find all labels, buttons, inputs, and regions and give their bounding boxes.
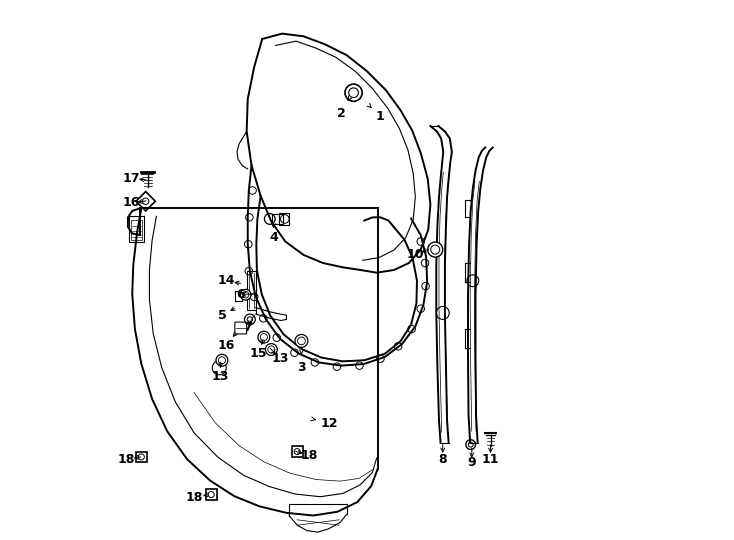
Text: 12: 12: [321, 416, 338, 430]
Text: 4: 4: [269, 231, 278, 244]
Text: 9: 9: [468, 456, 476, 469]
Bar: [129, 217, 144, 242]
Circle shape: [240, 289, 251, 300]
Text: 3: 3: [297, 361, 306, 374]
Text: 6: 6: [236, 288, 245, 301]
Text: 8: 8: [438, 453, 447, 465]
Text: 17: 17: [123, 172, 140, 185]
Text: 14: 14: [217, 274, 235, 287]
Text: 18: 18: [185, 491, 203, 504]
Text: 16: 16: [123, 197, 140, 210]
Bar: [136, 451, 147, 462]
Bar: [279, 213, 288, 225]
Text: 13: 13: [211, 370, 228, 383]
Text: 7: 7: [243, 321, 252, 334]
Text: 18: 18: [117, 453, 135, 465]
Circle shape: [216, 354, 228, 366]
Text: 5: 5: [217, 309, 226, 322]
Text: 15: 15: [250, 347, 267, 360]
Text: 16: 16: [217, 339, 235, 352]
Bar: [247, 271, 255, 310]
Circle shape: [428, 242, 443, 257]
Text: 2: 2: [337, 106, 346, 120]
Circle shape: [266, 343, 277, 355]
Bar: [206, 489, 217, 500]
Circle shape: [295, 334, 308, 347]
Bar: [292, 446, 302, 457]
Bar: [131, 219, 142, 240]
Circle shape: [258, 331, 270, 343]
Text: 10: 10: [407, 248, 424, 261]
Text: 13: 13: [272, 352, 288, 365]
Text: 18: 18: [301, 449, 319, 462]
Text: 11: 11: [482, 453, 499, 465]
Text: 1: 1: [376, 110, 385, 124]
Bar: [272, 214, 283, 224]
